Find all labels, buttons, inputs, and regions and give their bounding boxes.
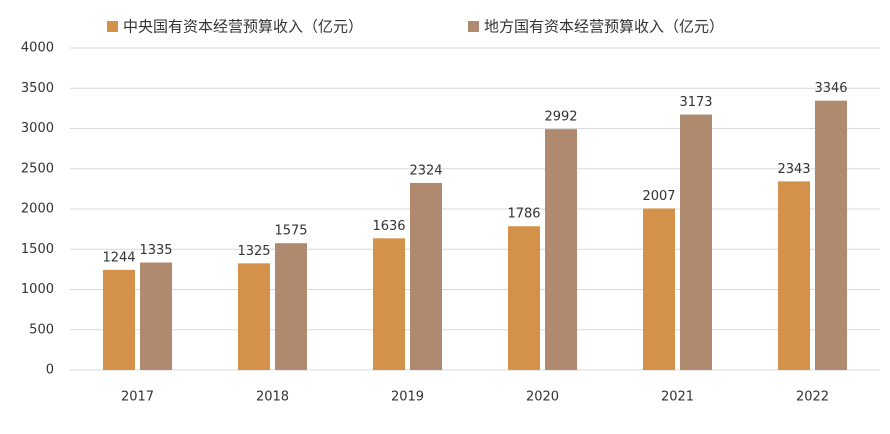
bar — [103, 269, 135, 370]
y-tick-label: 0 — [46, 363, 54, 378]
value-label: 1786 — [507, 207, 540, 222]
value-label: 2007 — [642, 189, 675, 204]
value-label: 1636 — [372, 219, 405, 234]
value-label: 1575 — [274, 224, 307, 239]
value-label: 1335 — [139, 243, 172, 258]
bar — [140, 262, 172, 370]
y-tick-label: 3500 — [21, 81, 54, 96]
y-tick-label: 1500 — [21, 242, 54, 257]
x-tick-label: 2017 — [121, 390, 154, 405]
x-tick-label: 2019 — [391, 390, 424, 405]
y-tick-label: 500 — [29, 322, 54, 337]
bar — [778, 181, 810, 370]
value-label: 1244 — [102, 250, 135, 265]
bar — [410, 182, 442, 370]
value-label: 2343 — [777, 162, 810, 177]
bar — [238, 263, 270, 370]
bar — [680, 114, 712, 370]
bar — [373, 238, 405, 370]
x-tick-label: 2018 — [256, 390, 289, 405]
x-tick-label: 2020 — [526, 390, 559, 405]
bar — [545, 129, 577, 370]
legend-swatch — [468, 21, 479, 32]
x-tick-label: 2021 — [661, 390, 694, 405]
bar — [275, 243, 307, 370]
x-tick-label: 2022 — [796, 390, 829, 405]
value-label: 3346 — [814, 81, 847, 96]
y-tick-label: 1000 — [21, 282, 54, 297]
y-tick-label: 4000 — [21, 41, 54, 56]
value-label: 2324 — [409, 163, 442, 178]
legend-label: 地方国有资本经营预算收入（亿元） — [484, 18, 724, 36]
bar — [643, 208, 675, 370]
legend-label: 中央国有资本经营预算收入（亿元） — [123, 18, 363, 36]
value-label: 2992 — [544, 110, 577, 125]
y-tick-label: 2500 — [21, 161, 54, 176]
value-label: 3173 — [679, 95, 712, 110]
legend: 中央国有资本经营预算收入（亿元） 地方国有资本经营预算收入（亿元） — [107, 18, 724, 36]
y-tick-label: 3000 — [21, 121, 54, 136]
y-tick-label: 2000 — [21, 202, 54, 217]
value-label: 1325 — [237, 244, 270, 259]
bar — [508, 226, 540, 370]
legend-swatch — [107, 21, 118, 32]
bar — [815, 100, 847, 370]
